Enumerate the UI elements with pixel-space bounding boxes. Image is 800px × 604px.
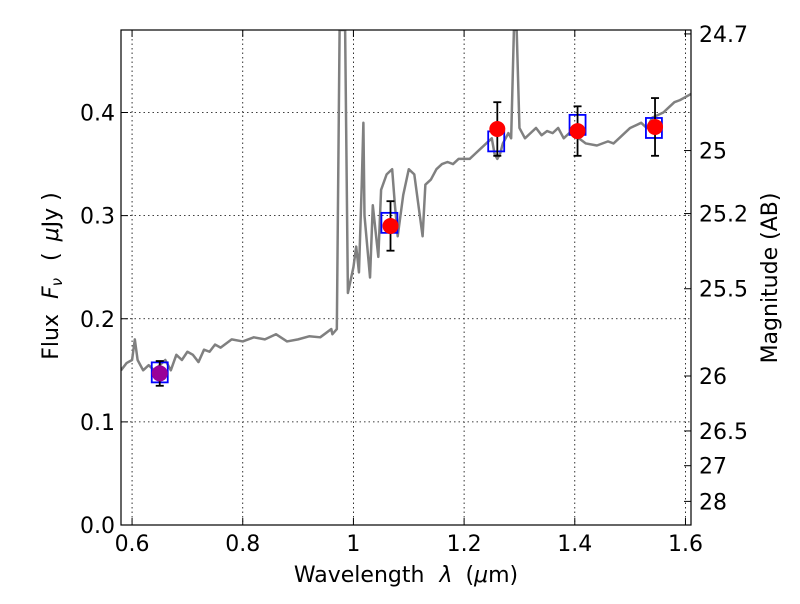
y-axis-label-mu: μ (39, 227, 64, 242)
y-axis-label-prefix: Flux (39, 314, 64, 360)
y2-tick-label: 28 (699, 490, 727, 515)
data-point (569, 123, 586, 140)
x-axis-label-unit: m) (488, 563, 518, 588)
x-tick-label: 1.6 (668, 532, 703, 557)
x-tick-label: 1.4 (557, 532, 592, 557)
x-axis-label-prefix: Wavelength (294, 563, 425, 588)
y2-axis-label: Magnitude (AB) (758, 193, 783, 364)
data-point (647, 118, 664, 135)
y-axis-label-open: ( (39, 252, 64, 261)
y-tick-label: 0.4 (80, 102, 115, 127)
tick-layer: 0.6 0.8 1 1.2 1.4 1.6 0.0 0.1 0.2 0.3 0.4 24.7 25 25.… (80, 23, 748, 557)
plot-frame (120, 29, 692, 526)
x-axis-label: Wavelength λ (μm) (294, 563, 518, 588)
y2-tick-label: 24.7 (699, 23, 748, 48)
x-axis-label-symbol: λ (438, 563, 452, 588)
y2-tick-label: 25.5 (699, 278, 748, 303)
spectrum-line (121, 30, 691, 372)
data-point (151, 365, 168, 382)
x-tick-label: 1.2 (447, 532, 482, 557)
y-axis-label-sub: ν (48, 278, 66, 286)
y2-tick-label: 26 (699, 365, 727, 390)
data-point (382, 217, 399, 234)
y-tick-label: 0.2 (80, 308, 115, 333)
x-tick-label: 0.6 (115, 532, 150, 557)
y2-tick-label: 25.2 (699, 203, 748, 228)
x-axis-label-mu: μ (473, 563, 488, 588)
x-tick-label: 0.8 (225, 532, 260, 557)
y-axis-label-symbol: F (39, 286, 64, 299)
data-point (489, 121, 506, 137)
y2-tick-label: 25 (699, 140, 727, 165)
x-axis-label-open: ( (465, 563, 474, 588)
y-tick-label: 0.3 (80, 205, 115, 230)
x-tick-label: 1 (346, 532, 360, 557)
spectrum-layer (121, 30, 691, 372)
y-axis-label-unit: Jy ) (39, 192, 64, 229)
y-tick-label: 0.0 (80, 514, 115, 539)
y-tick-label: 0.1 (80, 411, 115, 436)
y-axis-label: Flux Fν ( μJy ) (39, 192, 68, 359)
y2-tick-label: 26.5 (699, 420, 748, 445)
errorbar-layer (151, 97, 664, 387)
grid-layer (121, 30, 691, 526)
y2-tick-label: 27 (699, 455, 727, 480)
